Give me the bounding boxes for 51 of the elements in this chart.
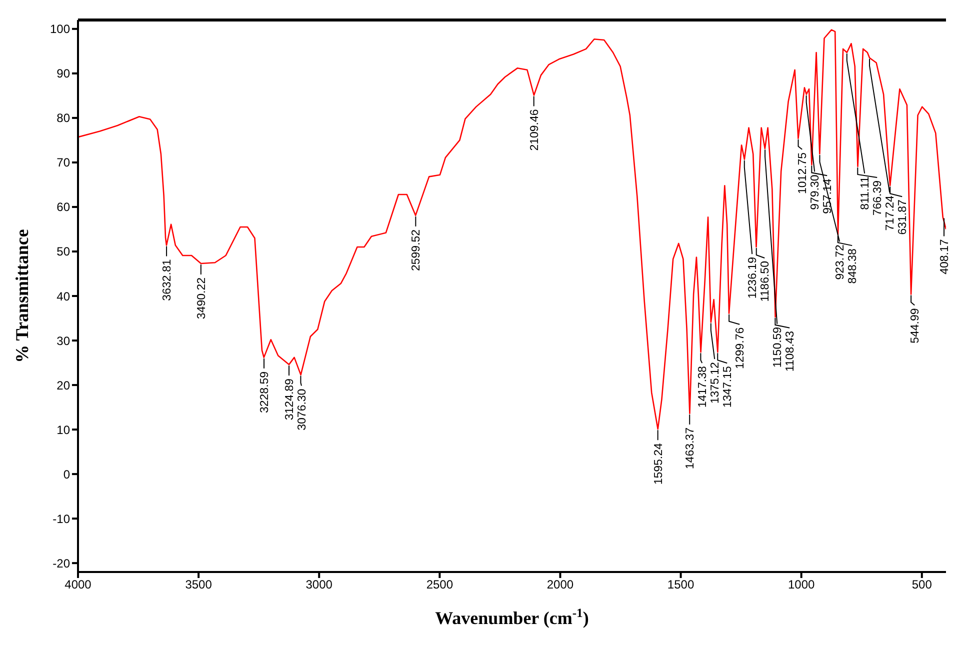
annotation: 717.24: [884, 195, 897, 231]
x-tick-label: 2500: [426, 578, 454, 592]
annotation: 1236.19: [747, 257, 760, 299]
x-tick-label: 1000: [788, 578, 816, 592]
annotation: 848.38: [847, 248, 860, 284]
annotation: 544.99: [910, 308, 922, 344]
y-tick-label: 60: [56, 200, 70, 214]
y-tick-label: -20: [52, 556, 70, 570]
x-tick-label: 4000: [64, 578, 92, 592]
x-tick-label: 3500: [185, 578, 212, 592]
x-tick-label: 500: [912, 578, 932, 592]
annotation: 1375.12: [710, 362, 722, 404]
annotation: 1417.38: [697, 366, 710, 408]
y-tick-label: 20: [56, 378, 70, 392]
annotation: 3490.22: [196, 278, 208, 320]
annotation: 1186.50: [760, 261, 772, 302]
y-tick-label: 10: [56, 422, 70, 437]
annotation: 3076.30: [296, 388, 308, 430]
y-tick-label: 90: [56, 66, 70, 81]
annotation: 3632.81: [162, 259, 174, 301]
annotation: 923.72: [834, 244, 847, 280]
y-tick-label: 50: [56, 244, 70, 259]
y-tick-label: 0: [63, 467, 70, 482]
y-tick-label: 40: [56, 289, 70, 304]
annotation: 631.87: [897, 200, 910, 235]
y-tick-label: 30: [56, 334, 70, 348]
annotation: 1463.37: [684, 428, 697, 470]
annotation: 408.17: [939, 239, 951, 274]
annotation: 979.30: [810, 174, 822, 210]
x-tick-label: 1500: [667, 578, 694, 592]
x-tick-label: 3000: [306, 578, 333, 592]
x-tick-label: 2000: [546, 578, 574, 592]
annotation: 1595.24: [652, 442, 665, 485]
annotation: 957.14: [822, 178, 834, 214]
annotation: 1150.59: [772, 326, 784, 368]
annotation: 3228.59: [258, 371, 271, 414]
annotation: 811.11: [860, 176, 872, 210]
annotation: 766.39: [872, 180, 884, 216]
y-tick-label: 100: [50, 22, 70, 36]
annotation: 3124.89: [284, 378, 296, 420]
annotation: 2109.46: [528, 109, 541, 151]
annotation: 1108.43: [784, 330, 797, 372]
y-tick-label: 70: [56, 156, 70, 170]
annotation: 2599.52: [410, 229, 423, 272]
annotation: 1299.76: [734, 327, 747, 369]
annotation: 1347.15: [722, 366, 734, 408]
y-axis-title: % Transmittance: [12, 229, 32, 363]
annotation: 1012.75: [797, 152, 810, 194]
y-tick-label: -10: [52, 512, 70, 526]
y-tick-label: 80: [56, 111, 70, 126]
x-axis-title: Wavenumber (cm$^{-1}$): [435, 606, 589, 628]
